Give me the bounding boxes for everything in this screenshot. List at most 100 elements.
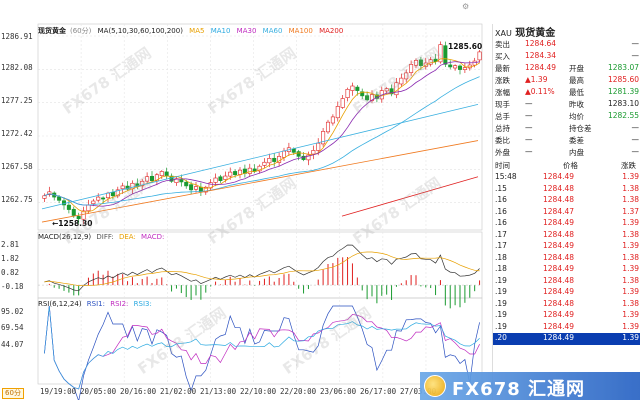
trade-time: .18 [495,264,507,273]
trade-change: 1.39 [622,321,639,331]
x-tick-10: 27/03:00 [400,387,437,396]
candle-body [223,175,228,180]
trade-time: 15:48 [495,172,517,181]
trade-price: 1284.49 [543,321,575,331]
low-price-value: 1258.30 [58,219,93,228]
panel-frame [37,231,483,299]
trade-row[interactable]: .19 1284.49 1.39 [493,310,640,322]
candle-body [193,186,199,190]
candle-body [96,196,101,201]
trade-price: 1284.47 [543,206,575,216]
trade-time: .16 [495,195,507,204]
candle-body [428,59,433,65]
trade-row[interactable]: 15:48 1284.49 1.39 [493,172,640,184]
candle-body [233,171,238,176]
y-tick-macd-2: 1.82 [1,254,20,263]
trade-price: 1284.48 [543,195,575,204]
candle-body [257,165,262,172]
chart-canvas[interactable] [0,0,490,400]
quote-label: 总持 [495,124,510,133]
candle-body [71,208,76,216]
trade-row[interactable]: .16 1284.47 1.37 [493,207,640,219]
rsi3-line [44,305,480,390]
chart-period: (60分) [70,27,92,35]
candle-body [101,197,106,200]
trade-time: .19 [495,298,507,308]
ma100-line [41,140,479,223]
candle-body [350,85,355,91]
x-tick-2: 20/05:00 [80,387,117,396]
macd-macd-label: MACD: [141,233,165,241]
trade-row[interactable]: .19 1284.49 1.39 [493,287,640,299]
candle-body [189,184,194,191]
trade-change: 1.38 [622,275,639,285]
candle-body [247,167,252,174]
trade-time: .16 [495,206,507,216]
chart-title: 现货黄金 [38,27,66,35]
trade-head-price: 价格 [563,161,578,170]
period-selector[interactable]: 60分 [2,388,24,399]
y-tick-main-2: 1282.08 [1,63,33,72]
candle-body [262,161,267,166]
ma-legend: 现货黄金 (60分) MA(5,10,30,60,100,200) MA5 MA1… [38,26,347,36]
trade-time: .15 [495,183,507,193]
trade-price: 1284.48 [543,229,575,239]
trade-row[interactable]: .16 1284.49 1.39 [493,218,640,230]
candle-body [159,171,164,176]
trade-row[interactable]: .20 1284.49 1.39 [493,333,640,345]
candle-body [316,142,321,151]
quote-value: 1281.39 [607,87,639,96]
trade-row[interactable]: .15 1284.48 1.38 [493,184,640,196]
chart-tools[interactable]: ⚙ [462,2,469,11]
trade-change: 1.39 [622,218,639,227]
candle-body [218,176,223,181]
trade-row[interactable]: .19 1284.49 1.39 [493,322,640,334]
trade-price: 1284.49 [543,241,575,250]
quote-label: 涨跌 [495,76,510,85]
trade-row[interactable]: .18 1284.48 1.38 [493,253,640,265]
candle-body [321,131,326,145]
trade-change: 1.38 [622,298,639,308]
x-tick-5: 21/13:00 [200,387,237,396]
ma200-label: MA200 [319,27,344,35]
trade-price: 1284.49 [543,310,575,319]
quote-panel: XAU 现货黄金 卖出 1284.64 — 买入 1284.34 — 最新 1284.49 开盘… [492,24,640,400]
candle-body [477,51,482,61]
candle-body [340,98,345,108]
trade-row[interactable]: .16 1284.48 1.38 [493,195,640,207]
candle-body [228,171,233,177]
quote-value: ▲1.39 [525,75,548,84]
candle-body [409,64,414,73]
trade-time: .19 [495,287,507,296]
ma30-label: MA30 [236,27,257,35]
candle-body [355,86,360,91]
trade-row[interactable]: .17 1284.49 1.39 [493,241,640,253]
quote-value: 1285.60 [607,75,639,84]
rsi2-line [44,305,480,390]
trade-change: 1.39 [622,333,639,342]
trade-row[interactable]: .17 1284.48 1.38 [493,230,640,242]
trade-time: .20 [495,333,507,342]
candle-body [448,64,453,68]
trade-row[interactable]: .19 1284.48 1.38 [493,276,640,288]
quote-value: — [631,51,640,60]
trade-row[interactable]: .19 1284.48 1.38 [493,299,640,311]
rsi1-label: RSI1: [86,300,105,308]
ma60-label: MA60 [262,27,283,35]
trade-time: .19 [495,321,507,331]
settings-icon[interactable]: ⚙ [462,2,470,11]
ma100-label: MA100 [288,27,313,35]
trade-price: 1284.49 [543,172,575,181]
rsi1-line [44,305,480,400]
quote-value: 1282.55 [607,111,639,120]
candle-body [213,177,218,183]
quote-row: 总手 — 均价 1282.55 [493,111,640,121]
candle-body [237,169,243,175]
quote-label: 现手 [495,100,510,109]
quote-row: 买入 1284.34 — [493,51,640,61]
candle-body [115,189,120,197]
candle-body [438,44,443,63]
trade-price: 1284.49 [543,264,575,273]
trade-row[interactable]: .18 1284.49 1.39 [493,264,640,276]
ma5-label: MA5 [189,27,205,35]
